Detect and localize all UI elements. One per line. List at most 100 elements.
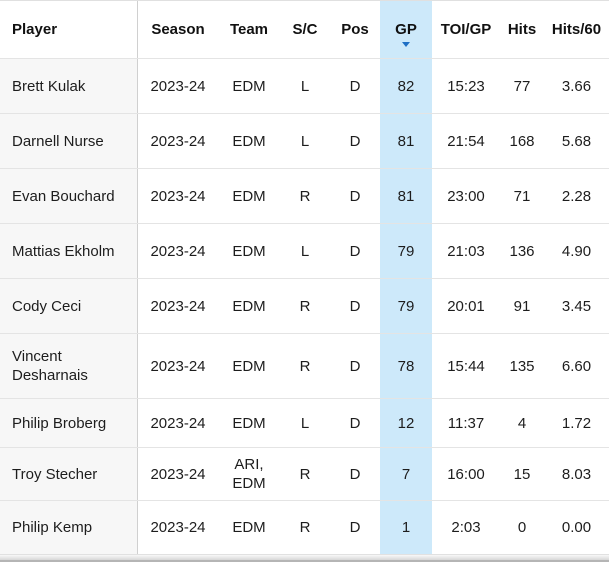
column-header-hits[interactable]: Hits <box>507 21 537 38</box>
player-name-link[interactable]: Troy Stecher <box>12 465 98 483</box>
player-name-cell: Troy Stecher <box>0 448 138 500</box>
toi-per-gp-cell: 16:00 <box>447 465 485 483</box>
season-cell: 2023-24 <box>150 187 206 205</box>
toi-per-gp-cell: 21:03 <box>447 242 485 260</box>
season-cell: 2023-24 <box>150 77 206 95</box>
position-cell: D <box>349 242 361 260</box>
games-played-cell: 82 <box>380 59 432 113</box>
season-cell: 2023-24 <box>150 357 206 375</box>
games-played-cell: 79 <box>380 279 432 333</box>
shoots-catches-cell: R <box>299 357 311 375</box>
team-cell: EDM <box>232 519 266 536</box>
player-name-cell: Darnell Nurse <box>0 114 138 168</box>
team-cell: EDM <box>232 77 266 95</box>
hits-per-60-cell: 0.00 <box>561 519 592 536</box>
position-cell: D <box>349 187 361 205</box>
toi-per-gp-cell: 20:01 <box>447 297 485 315</box>
team-cell: EDM <box>232 414 266 432</box>
table-row: Evan Bouchard 2023-24 EDM R D 81 23:00 7… <box>0 169 609 224</box>
table-row: Darnell Nurse 2023-24 EDM L D 81 21:54 1… <box>0 114 609 169</box>
games-played-cell: 7 <box>380 448 432 500</box>
position-cell: D <box>349 519 361 536</box>
shoots-catches-cell: R <box>299 465 311 483</box>
hits-cell: 0 <box>517 519 527 536</box>
player-name-link[interactable]: Brett Kulak <box>12 77 86 95</box>
table-row: Cody Ceci 2023-24 EDM R D 79 20:01 91 3.… <box>0 279 609 334</box>
table-row: Philip Kemp 2023-24 EDM R D 1 2:03 0 0.0… <box>0 501 609 555</box>
season-cell: 2023-24 <box>150 519 206 536</box>
table-row: Philip Broberg 2023-24 EDM L D 12 11:37 … <box>0 399 609 448</box>
season-cell: 2023-24 <box>150 414 206 432</box>
player-name-link[interactable]: Darnell Nurse <box>12 132 104 150</box>
player-name-cell: Brett Kulak <box>0 59 138 113</box>
hits-per-60-cell: 6.60 <box>561 357 592 375</box>
hits-per-60-cell: 5.68 <box>561 132 592 150</box>
column-header-toi-gp[interactable]: TOI/GP <box>440 21 492 38</box>
hits-cell: 71 <box>513 187 531 205</box>
column-header-pos[interactable]: Pos <box>341 21 369 38</box>
table-header-row: Player Season Team S/C Pos GP TOI/GP Hit… <box>0 1 609 59</box>
hits-per-60-cell: 8.03 <box>561 465 592 483</box>
column-header-gp[interactable]: GP <box>380 1 432 58</box>
team-cell: EDM <box>232 242 266 260</box>
sort-desc-icon <box>402 42 410 47</box>
shoots-catches-cell: L <box>300 414 310 432</box>
position-cell: D <box>349 465 361 483</box>
hits-cell: 135 <box>509 357 535 375</box>
team-cell: EDM <box>232 132 266 150</box>
player-name-cell: Mattias Ekholm <box>0 224 138 278</box>
player-name-link[interactable]: Vincent Desharnais <box>12 348 88 384</box>
table-row: Mattias Ekholm 2023-24 EDM L D 79 21:03 … <box>0 224 609 279</box>
season-cell: 2023-24 <box>150 465 206 483</box>
games-played-cell: 1 <box>380 501 432 554</box>
shoots-catches-cell: R <box>299 519 311 536</box>
column-header-season[interactable]: Season <box>151 21 205 38</box>
column-header-team[interactable]: Team <box>229 21 269 38</box>
shoots-catches-cell: R <box>299 297 311 315</box>
team-cell: EDM <box>232 357 266 375</box>
games-played-cell: 12 <box>380 399 432 447</box>
column-header-player[interactable]: Player <box>0 1 138 58</box>
gp-header-label: GP <box>395 21 417 38</box>
hits-per-60-cell: 4.90 <box>561 242 592 260</box>
hits-cell: 4 <box>517 414 527 432</box>
player-name-cell: Evan Bouchard <box>0 169 138 223</box>
season-cell: 2023-24 <box>150 297 206 315</box>
hits-cell: 91 <box>513 297 531 315</box>
table-row: Troy Stecher 2023-24 ARI, EDM R D 7 16:0… <box>0 448 609 501</box>
games-played-cell: 81 <box>380 114 432 168</box>
player-name-link[interactable]: Evan Bouchard <box>12 187 115 205</box>
hits-cell: 77 <box>513 77 531 95</box>
player-name-link[interactable]: Philip Kemp <box>12 519 93 536</box>
player-name-cell: Cody Ceci <box>0 279 138 333</box>
games-played-cell: 81 <box>380 169 432 223</box>
table-body: Brett Kulak 2023-24 EDM L D 82 15:23 77 … <box>0 59 609 555</box>
player-name-cell: Philip Kemp <box>0 501 138 554</box>
table-row: Brett Kulak 2023-24 EDM L D 82 15:23 77 … <box>0 59 609 114</box>
player-name-cell: Vincent Desharnais <box>0 334 138 398</box>
position-cell: D <box>349 297 361 315</box>
shoots-catches-cell: L <box>300 77 310 95</box>
table-row: Vincent Desharnais 2023-24 EDM R D 78 15… <box>0 334 609 399</box>
toi-per-gp-cell: 11:37 <box>447 414 485 432</box>
shoots-catches-cell: L <box>300 242 310 260</box>
hits-cell: 136 <box>509 242 535 260</box>
shoots-catches-cell: L <box>300 132 310 150</box>
hits-cell: 15 <box>513 465 531 483</box>
player-name-link[interactable]: Philip Broberg <box>12 414 107 432</box>
hits-per-60-cell: 2.28 <box>561 187 592 205</box>
column-header-sc[interactable]: S/C <box>292 21 318 38</box>
toi-per-gp-cell: 15:23 <box>447 77 485 95</box>
team-cell: EDM <box>232 187 266 205</box>
column-header-hits-60[interactable]: Hits/60 <box>551 21 602 38</box>
shoots-catches-cell: R <box>299 187 311 205</box>
games-played-cell: 79 <box>380 224 432 278</box>
hits-per-60-cell: 3.45 <box>561 297 592 315</box>
hits-per-60-cell: 1.72 <box>561 414 592 432</box>
player-name-link[interactable]: Mattias Ekholm <box>12 242 115 260</box>
toi-per-gp-cell: 2:03 <box>451 519 481 536</box>
position-cell: D <box>349 357 361 375</box>
hits-per-60-cell: 3.66 <box>561 77 592 95</box>
player-name-link[interactable]: Cody Ceci <box>12 297 82 315</box>
